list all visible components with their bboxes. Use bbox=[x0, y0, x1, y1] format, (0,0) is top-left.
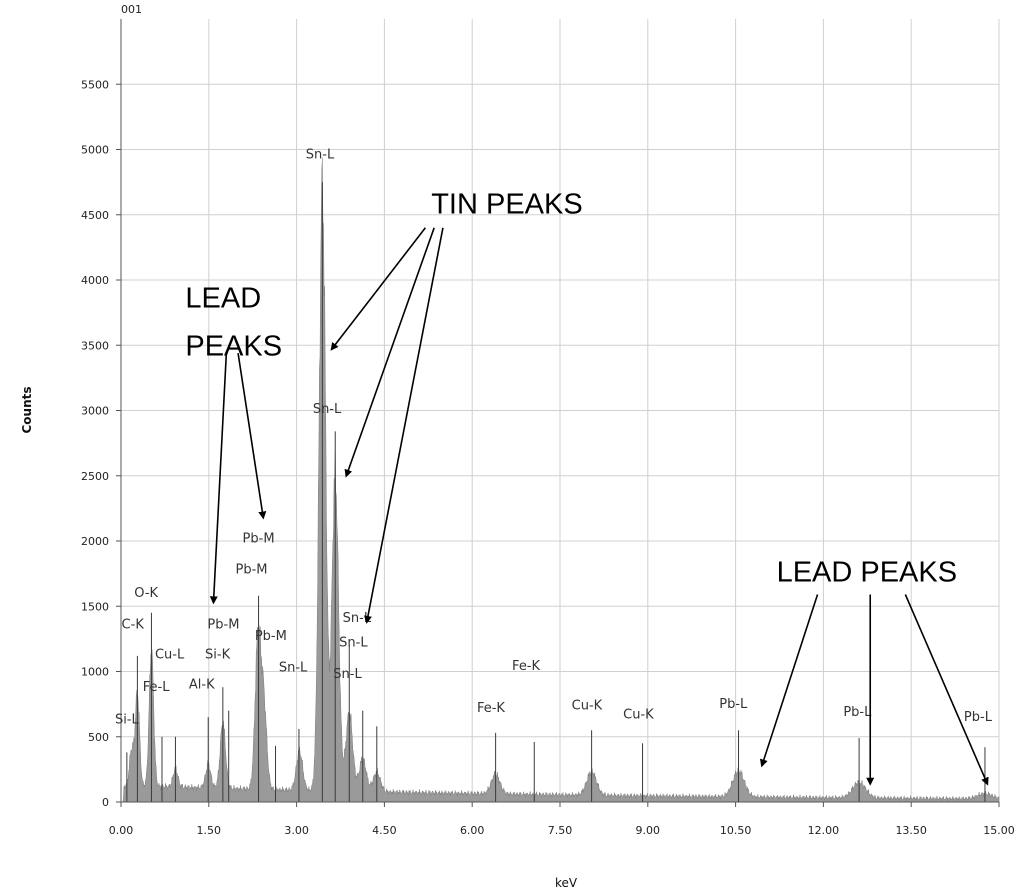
x-tick-label: 13.50 bbox=[895, 824, 927, 837]
peak-label-pb-m: Pb-M bbox=[207, 617, 239, 632]
peak-label-cu-k: Cu-K bbox=[572, 698, 603, 713]
y-tick-label: 2500 bbox=[81, 470, 109, 483]
annotation-arrow bbox=[209, 353, 228, 605]
peak-label-pb-l: Pb-L bbox=[843, 705, 872, 720]
peak-label-o-k: O-K bbox=[134, 586, 158, 601]
x-axis-label: keV bbox=[555, 876, 578, 890]
x-tick-label: 12.00 bbox=[808, 824, 840, 837]
annotation-arrow bbox=[364, 227, 444, 624]
annotation-arrow bbox=[904, 594, 989, 786]
peak-label-fe-k: Fe-K bbox=[512, 659, 540, 674]
y-tick-label: 1500 bbox=[81, 600, 109, 613]
x-tick-label: 7.50 bbox=[548, 824, 573, 837]
peak-label-sn-l: Sn-L bbox=[333, 667, 362, 682]
peak-label-pb-l: Pb-L bbox=[719, 697, 748, 712]
y-tick-label: 5500 bbox=[81, 78, 109, 91]
peak-label-pb-m: Pb-M bbox=[255, 629, 287, 644]
annotation-text: PEAKS bbox=[185, 331, 282, 363]
annotation-text: LEAD PEAKS bbox=[777, 556, 958, 588]
y-axis-label: Counts bbox=[20, 386, 34, 433]
y-tick-label: 2000 bbox=[81, 535, 109, 548]
x-tick-label: 4.50 bbox=[372, 824, 397, 837]
y-tick-labels: 0 500 1000 1500 2000 2500 3000 3500 4000 4500 5000… bbox=[81, 78, 121, 809]
peak-label-pb-m: Pb-M bbox=[243, 531, 275, 546]
annotation-arrow bbox=[330, 227, 427, 351]
peak-label-fe-k: Fe-K bbox=[477, 701, 505, 716]
annotations: TIN PEAKS LEAD PEAKS LEAD PEAKS bbox=[185, 188, 989, 786]
peak-label-c-k: C-K bbox=[122, 617, 145, 632]
peak-label-sn-l: Sn-L bbox=[313, 402, 342, 417]
x-tick-label: 3.00 bbox=[284, 824, 309, 837]
peak-label-al-k: Al-K bbox=[189, 677, 215, 692]
peak-label-sn-l: Sn-L bbox=[339, 636, 368, 651]
x-tick-label: 0.00 bbox=[109, 824, 134, 837]
peak-label-si-l: Si-L bbox=[115, 713, 140, 728]
peak-label-pb-l: Pb-L bbox=[964, 710, 993, 725]
annotation-text: TIN PEAKS bbox=[431, 188, 583, 220]
peak-label-cu-l: Cu-L bbox=[155, 647, 185, 662]
peak-label-cu-k: Cu-K bbox=[623, 707, 654, 722]
y-tick-label: 4500 bbox=[81, 209, 109, 222]
x-tick-label: 6.00 bbox=[460, 824, 485, 837]
annotation-arrow bbox=[759, 594, 819, 768]
y-tick-label: 0 bbox=[102, 796, 109, 809]
annotation-arrow bbox=[237, 352, 267, 520]
chart-title: 001 bbox=[121, 3, 142, 16]
y-tick-label: 3500 bbox=[81, 339, 109, 352]
peak-label-fe-l: Fe-L bbox=[143, 680, 170, 695]
peak-label-sn-l: Sn-L bbox=[306, 148, 335, 163]
spectrum-area bbox=[121, 157, 1000, 803]
y-tick-label: 3000 bbox=[81, 405, 109, 418]
y-tick-label: 5000 bbox=[81, 144, 109, 157]
peak-label-sn-l: Sn-L bbox=[279, 661, 308, 676]
peak-label-pb-m: Pb-M bbox=[236, 563, 268, 578]
y-tick-label: 1000 bbox=[81, 666, 109, 679]
x-tick-label: 15.00 bbox=[983, 824, 1015, 837]
grid bbox=[120, 19, 1000, 803]
x-tick-label: 10.50 bbox=[720, 824, 752, 837]
annotation-text: LEAD bbox=[185, 282, 261, 314]
y-tick-label: 4000 bbox=[81, 274, 109, 287]
peak-labels: Sn-L Sn-L Pb-M Pb-M O-K Pb-M C-K Cu-L Si-K Pb-M Sn… bbox=[115, 148, 993, 728]
x-tick-label: 1.50 bbox=[197, 824, 222, 837]
annotation-arrow bbox=[344, 227, 435, 478]
x-tick-labels: 0.00 1.50 3.00 4.50 6.00 7.50 9.00 10.50 12.00 13… bbox=[109, 802, 1015, 837]
y-tick-label: 500 bbox=[88, 731, 109, 744]
peak-label-si-k: Si-K bbox=[205, 647, 231, 662]
x-tick-label: 9.00 bbox=[636, 824, 661, 837]
peak-markers bbox=[126, 182, 986, 802]
